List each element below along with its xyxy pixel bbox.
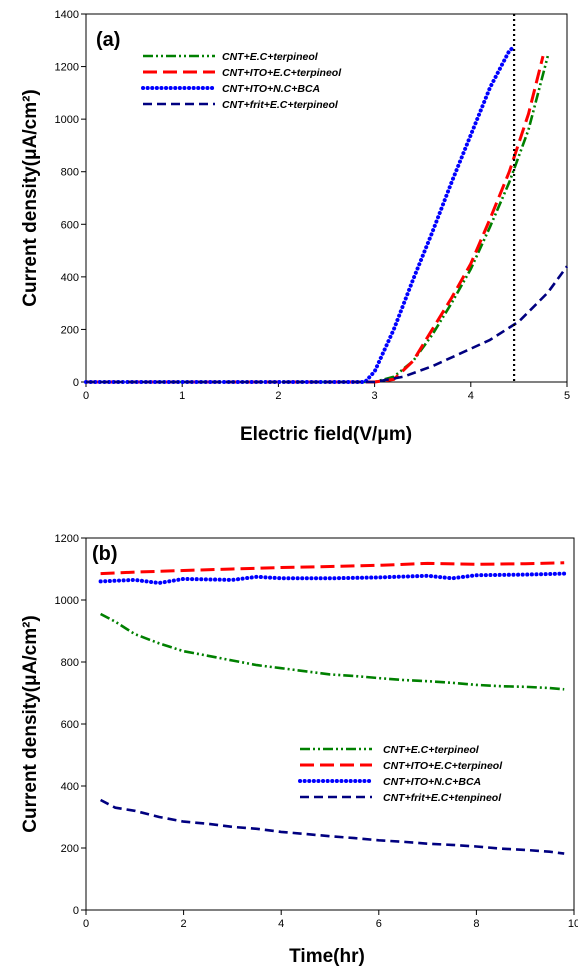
series-line [99, 612, 565, 691]
y-tick-label: 800 [61, 657, 79, 669]
y-tick-label: 400 [61, 781, 79, 793]
x-tick-label: 6 [376, 918, 382, 930]
y-tick-label: 600 [61, 219, 79, 231]
x-tick-label: 3 [372, 390, 378, 402]
series-line [86, 265, 569, 384]
x-tick-label: 0 [83, 390, 89, 402]
x-tick-label: 8 [473, 918, 479, 930]
y-tick-label: 1400 [55, 9, 79, 21]
y-tick-label: 400 [61, 272, 79, 284]
x-tick-label: 2 [181, 918, 187, 930]
legend-entry-label: CNT+ITO+N.C+BCA [383, 776, 481, 788]
legend-entry-label: CNT+frit+E.C+terpineol [222, 99, 339, 111]
series-line [98, 571, 567, 585]
legend-entry-label: CNT+frit+E.C+tenpineol [383, 792, 502, 804]
series-line [100, 561, 565, 576]
y-axis-title-b: Current density(μA/cm²) [20, 615, 41, 832]
y-tick-label: 0 [73, 905, 79, 917]
y-tick-label: 200 [61, 324, 79, 336]
y-tick-label: 800 [61, 167, 79, 179]
legend-entry-label: CNT+E.C+terpineol [222, 51, 319, 63]
panel-a: (a) 0 1 2 3 4 5 0 200 400 600 800 1000 1200 1400 Elec… [20, 9, 570, 445]
x-tick-label: 2 [275, 390, 281, 402]
x-axis-title-a: Electric field(V/μm) [240, 424, 412, 445]
x-tick-label: 10 [568, 918, 578, 930]
y-tick-label: 1000 [55, 595, 79, 607]
y-tick-label: 200 [61, 843, 79, 855]
x-tick-label: 5 [564, 390, 570, 402]
x-axis-title-b: Time(hr) [289, 946, 365, 967]
legend-entry-label: CNT+E.C+terpineol [383, 744, 480, 756]
legend-b: CNT+E.C+terpineol CNT+ITO+E.C+terpineol CN… [298, 744, 503, 804]
y-tick-label: 1000 [55, 114, 79, 126]
panel-label-a: (a) [96, 29, 120, 51]
x-tick-label: 1 [179, 390, 185, 402]
legend-entry-label: CNT+ITO+E.C+terpineol [383, 760, 503, 772]
y-tick-label: 1200 [55, 62, 79, 74]
y-axis-title-a: Current density(μA/cm²) [20, 89, 41, 306]
series-group-b [98, 561, 567, 855]
x-tick-label: 4 [468, 390, 474, 402]
legend-entry-label: CNT+ITO+N.C+BCA [222, 83, 320, 95]
y-tick-label: 600 [61, 719, 79, 731]
legend-entry-label: CNT+ITO+E.C+terpineol [222, 67, 342, 79]
series-group-a [84, 44, 569, 384]
axis-ticks-a: 0 1 2 3 4 5 0 200 400 600 800 1000 1200 1400 [55, 9, 571, 402]
y-tick-label: 0 [73, 377, 79, 389]
x-tick-label: 0 [83, 918, 89, 930]
y-tick-label: 1200 [55, 533, 79, 545]
series-line [99, 798, 565, 855]
legend-a: CNT+E.C+terpineol CNT+ITO+E.C+terpineol CN… [141, 51, 342, 111]
axis-ticks-b: 0 2 4 6 8 10 0 200 400 600 800 1000 1200 [55, 533, 578, 930]
series-line [84, 44, 517, 384]
plot-frame-b [85, 537, 575, 911]
x-tick-label: 4 [278, 918, 284, 930]
panel-label-b: (b) [92, 543, 118, 565]
panel-b: (b) 0 2 4 6 8 10 0 200 400 600 800 1000 1200 Time(hr… [20, 533, 578, 967]
